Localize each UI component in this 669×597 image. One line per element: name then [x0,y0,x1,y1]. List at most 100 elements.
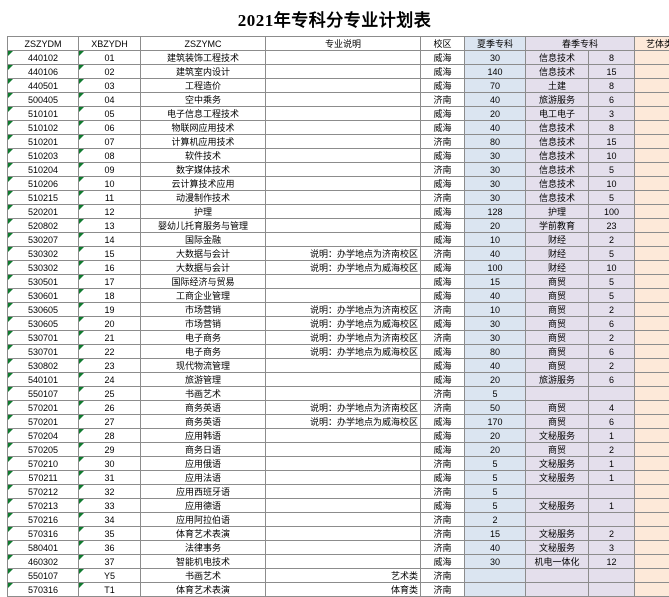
cell-zszydm[interactable]: 510206 [8,177,79,191]
cell-campus[interactable]: 威海 [421,555,465,569]
cell-art-sports[interactable] [635,149,669,163]
cell-art-sports[interactable] [635,527,669,541]
cell-major-name[interactable]: 应用西班牙语 [141,485,266,499]
cell-spring-category[interactable]: 土建 [526,79,589,93]
cell-art-sports[interactable] [635,107,669,121]
cell-spring-category[interactable]: 文秘服务 [526,527,589,541]
cell-spring-category[interactable]: 商贸 [526,401,589,415]
cell-zszydm[interactable]: 570210 [8,457,79,471]
cell-campus[interactable]: 威海 [421,359,465,373]
cell-spring-category[interactable]: 机电一体化 [526,555,589,569]
cell-major-name[interactable]: 市场营销 [141,317,266,331]
cell-spring-plan[interactable]: 6 [589,345,635,359]
cell-description[interactable]: 说明：办学地点为济南校区 [266,303,421,317]
cell-spring-plan[interactable]: 2 [589,331,635,345]
cell-spring-category[interactable]: 护理 [526,205,589,219]
cell-major-name[interactable]: 动漫制作技术 [141,191,266,205]
cell-description[interactable] [266,177,421,191]
cell-campus[interactable]: 济南 [421,485,465,499]
cell-zszydm[interactable]: 570213 [8,499,79,513]
cell-zszydm[interactable]: 510215 [8,191,79,205]
cell-art-sports[interactable] [635,51,669,65]
cell-spring-category[interactable] [526,569,589,583]
cell-zszydm[interactable]: 460302 [8,555,79,569]
cell-art-sports[interactable] [635,317,669,331]
cell-xbzydh[interactable]: 13 [79,219,141,233]
cell-major-name[interactable]: 书画艺术 [141,387,266,401]
cell-summer-plan[interactable]: 30 [465,191,526,205]
cell-zszydm[interactable]: 530701 [8,331,79,345]
cell-art-sports[interactable] [635,219,669,233]
cell-xbzydh[interactable]: 26 [79,401,141,415]
cell-description[interactable] [266,359,421,373]
cell-xbzydh[interactable]: 33 [79,499,141,513]
cell-zszydm[interactable]: 530501 [8,275,79,289]
cell-summer-plan[interactable]: 128 [465,205,526,219]
cell-spring-plan[interactable]: 2 [589,527,635,541]
cell-zszydm[interactable]: 570212 [8,485,79,499]
cell-art-sports[interactable] [635,387,669,401]
cell-spring-plan[interactable]: 15 [589,135,635,149]
cell-art-sports[interactable]: 45 [635,569,669,583]
cell-description[interactable] [266,429,421,443]
cell-spring-category[interactable]: 商贸 [526,345,589,359]
cell-campus[interactable]: 威海 [421,219,465,233]
cell-campus[interactable]: 威海 [421,261,465,275]
cell-spring-category[interactable] [526,485,589,499]
cell-spring-category[interactable]: 信息技术 [526,65,589,79]
cell-description[interactable] [266,79,421,93]
cell-major-name[interactable]: 数字媒体技术 [141,163,266,177]
cell-xbzydh[interactable]: 31 [79,471,141,485]
cell-campus[interactable]: 济南 [421,135,465,149]
cell-description[interactable] [266,121,421,135]
cell-spring-category[interactable]: 商贸 [526,443,589,457]
cell-description[interactable] [266,485,421,499]
cell-spring-category[interactable]: 商贸 [526,317,589,331]
cell-major-name[interactable]: 电子商务 [141,345,266,359]
cell-art-sports[interactable]: 5 [635,583,669,597]
cell-description[interactable] [266,527,421,541]
cell-campus[interactable]: 济南 [421,303,465,317]
cell-campus[interactable]: 济南 [421,527,465,541]
cell-zszydm[interactable]: 510204 [8,163,79,177]
cell-spring-plan[interactable] [589,485,635,499]
cell-zszydm[interactable]: 530701 [8,345,79,359]
cell-xbzydh[interactable]: 03 [79,79,141,93]
cell-campus[interactable]: 威海 [421,289,465,303]
cell-spring-category[interactable]: 商贸 [526,303,589,317]
cell-xbzydh[interactable]: 20 [79,317,141,331]
cell-description[interactable]: 说明：办学地点为济南校区 [266,247,421,261]
cell-zszydm[interactable]: 550107 [8,569,79,583]
cell-summer-plan[interactable]: 15 [465,527,526,541]
cell-campus[interactable]: 威海 [421,121,465,135]
cell-campus[interactable]: 济南 [421,569,465,583]
cell-description[interactable] [266,275,421,289]
cell-description[interactable] [266,471,421,485]
cell-xbzydh[interactable]: 18 [79,289,141,303]
cell-summer-plan[interactable]: 40 [465,93,526,107]
cell-summer-plan[interactable]: 40 [465,247,526,261]
column-header-xbzydh[interactable]: XBZYDH [79,37,141,51]
cell-description[interactable]: 说明：办学地点为济南校区 [266,401,421,415]
cell-zszydm[interactable]: 520802 [8,219,79,233]
cell-zszydm[interactable]: 570201 [8,415,79,429]
cell-campus[interactable]: 威海 [421,499,465,513]
cell-xbzydh[interactable]: 09 [79,163,141,177]
cell-xbzydh[interactable]: 34 [79,513,141,527]
cell-xbzydh[interactable]: 16 [79,261,141,275]
